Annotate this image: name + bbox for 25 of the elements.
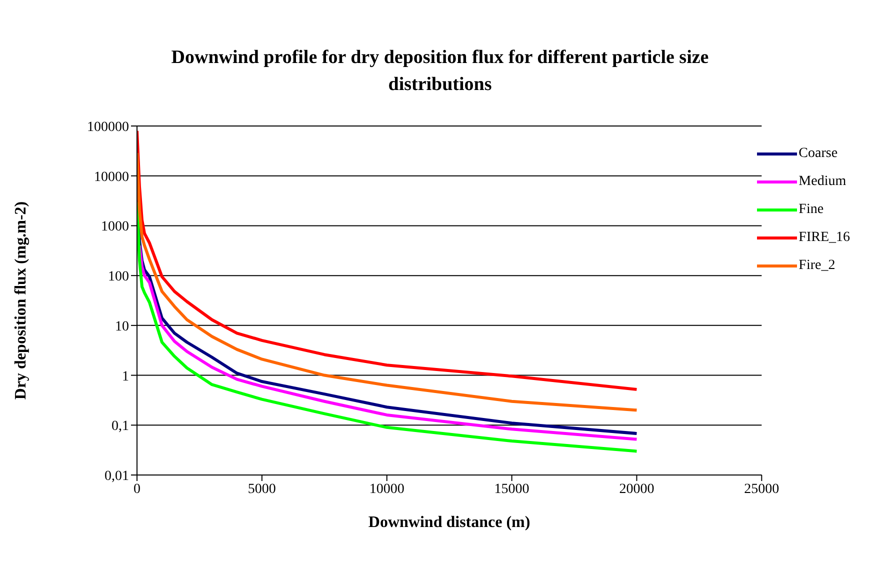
x-tick-label: 20000 — [619, 482, 654, 497]
line-series — [137, 129, 638, 391]
y-axis-title: Dry deposition flux (mg.m-2) — [12, 201, 30, 400]
legend-label: Coarse — [798, 145, 838, 163]
x-tick-label: 25000 — [744, 482, 780, 497]
chart-title: Downwind profile for dry deposition flux for different particle size distributions — [170, 46, 710, 97]
y-tick-label: 10000 — [94, 170, 129, 185]
y-tick-label: 0,1 — [112, 419, 129, 434]
y-tick-label: 10 — [115, 319, 129, 334]
line-series — [138, 244, 638, 441]
legend-label: Fine — [798, 201, 824, 219]
x-tick-label: 10000 — [369, 482, 404, 497]
y-tick-label: 0,01 — [104, 468, 129, 484]
x-axis-title: Downwind distance (m) — [368, 514, 530, 531]
x-tick-label: 15000 — [494, 482, 530, 497]
y-tick-label: 1000 — [101, 220, 129, 235]
y-tick-label: 1 — [122, 369, 129, 384]
x-tick-label: 5000 — [248, 482, 276, 497]
x-tick-label: 0 — [134, 482, 140, 497]
line-series — [137, 151, 638, 412]
y-tick-label: 100000 — [87, 120, 129, 135]
legend-label: Fire_2 — [798, 257, 836, 275]
legend-label: Medium — [798, 173, 846, 191]
legend-label: FIRE_16 — [798, 229, 850, 247]
y-tick-label: 100 — [108, 270, 129, 285]
